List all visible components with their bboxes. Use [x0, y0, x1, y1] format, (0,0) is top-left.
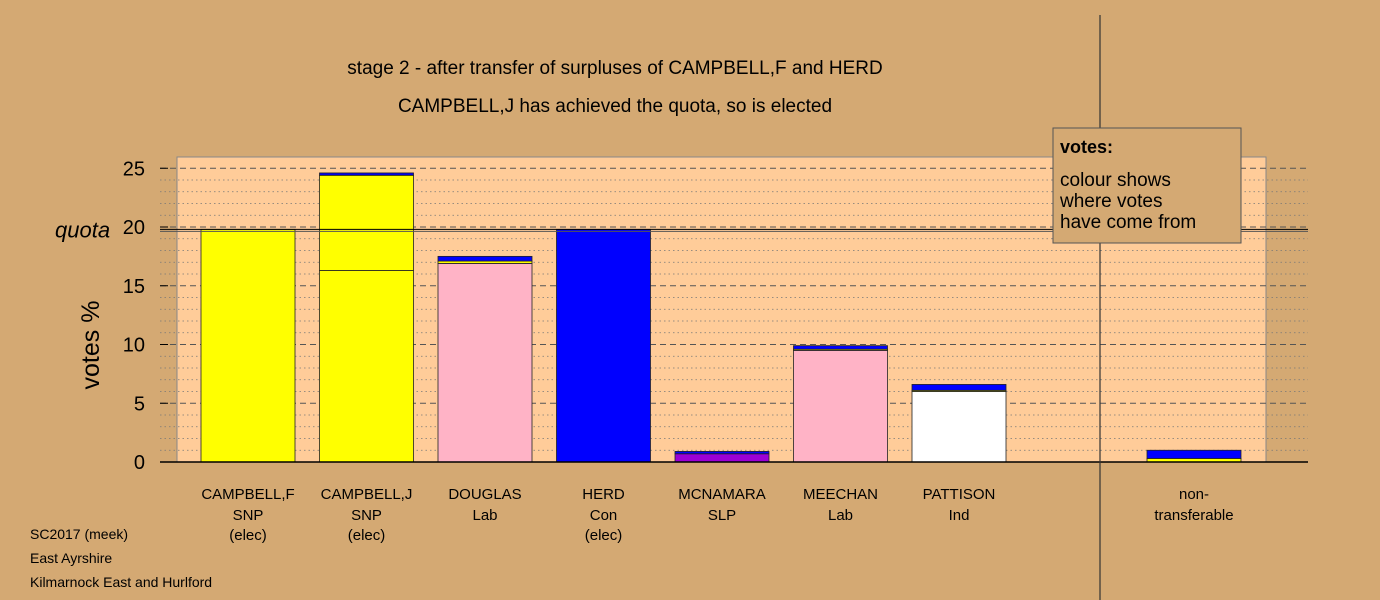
- bar-segment: [1146, 449, 1242, 459]
- candidate-status: (elec): [229, 527, 267, 544]
- legend-line-1: colour shows: [1060, 170, 1171, 191]
- candidate-party: SNP: [233, 507, 264, 524]
- candidate-status: (elec): [348, 527, 386, 544]
- candidate-status: (elec): [585, 527, 623, 544]
- bar-segment: [319, 172, 414, 176]
- candidate-party: Lab: [828, 507, 853, 524]
- chart-subtitle: CAMPBELL,J has achieved the quota, so is…: [398, 96, 832, 117]
- bars: [160, 172, 1308, 463]
- y-tick-label: 20: [123, 217, 145, 239]
- footer-ward: Kilmarnock East and Hurlford: [30, 574, 212, 590]
- footer-system: SC2017 (meek): [30, 526, 128, 542]
- candidate-party: Con: [590, 507, 618, 524]
- bar-segment: [437, 263, 533, 463]
- bar-segment: [200, 228, 296, 463]
- candidate-name: MCNAMARA: [678, 486, 766, 503]
- y-tick-label: 0: [134, 452, 145, 474]
- quota-label: quota: [55, 217, 110, 242]
- nontransferable-label: non-: [1179, 486, 1209, 503]
- candidate-name: CAMPBELL,F: [201, 486, 294, 503]
- y-tick-label: 15: [123, 276, 145, 298]
- bar-segment: [674, 451, 770, 455]
- bar-segment: [319, 270, 414, 463]
- candidate-party: SNP: [351, 507, 382, 524]
- y-tick-label: 5: [134, 393, 145, 415]
- x-axis-labels: CAMPBELL,F SNP (elec) CAMPBELL,J SNP (elec) DO…: [201, 486, 1233, 544]
- legend-line-3: have come from: [1060, 212, 1196, 233]
- chart-title: stage 2 - after transfer of surpluses of…: [347, 58, 882, 79]
- legend: votes: colour shows where votes have com…: [1052, 127, 1242, 244]
- footer-council: East Ayrshire: [30, 550, 112, 566]
- candidate-name: HERD: [582, 486, 625, 503]
- bar-segment: [437, 255, 533, 262]
- y-tick-label: 10: [123, 335, 145, 357]
- bar-segment: [319, 174, 414, 271]
- candidate-party: Ind: [949, 507, 970, 524]
- bar-segment: [793, 345, 888, 350]
- nontransferable-label: transferable: [1154, 507, 1233, 524]
- y-tick-label: 25: [123, 158, 145, 180]
- bar-segment: [911, 391, 1007, 463]
- bar-segment: [793, 349, 888, 463]
- bar-segment: [556, 228, 651, 463]
- candidate-name: MEECHAN: [803, 486, 878, 503]
- candidate-name: CAMPBELL,J: [321, 486, 413, 503]
- bar-segment: [674, 453, 770, 463]
- candidate-party: Lab: [472, 507, 497, 524]
- candidate-name: DOUGLAS: [448, 486, 521, 503]
- bar-segment: [911, 384, 1007, 391]
- y-axis-label: votes %: [77, 301, 105, 390]
- y-axis: 0 5 10 15 20 25: [123, 158, 168, 474]
- legend-title: votes:: [1060, 137, 1113, 157]
- candidate-party: SLP: [708, 507, 736, 524]
- legend-line-2: where votes: [1059, 191, 1162, 212]
- candidate-name: PATTISON: [923, 486, 996, 503]
- legend-box: [1052, 127, 1242, 244]
